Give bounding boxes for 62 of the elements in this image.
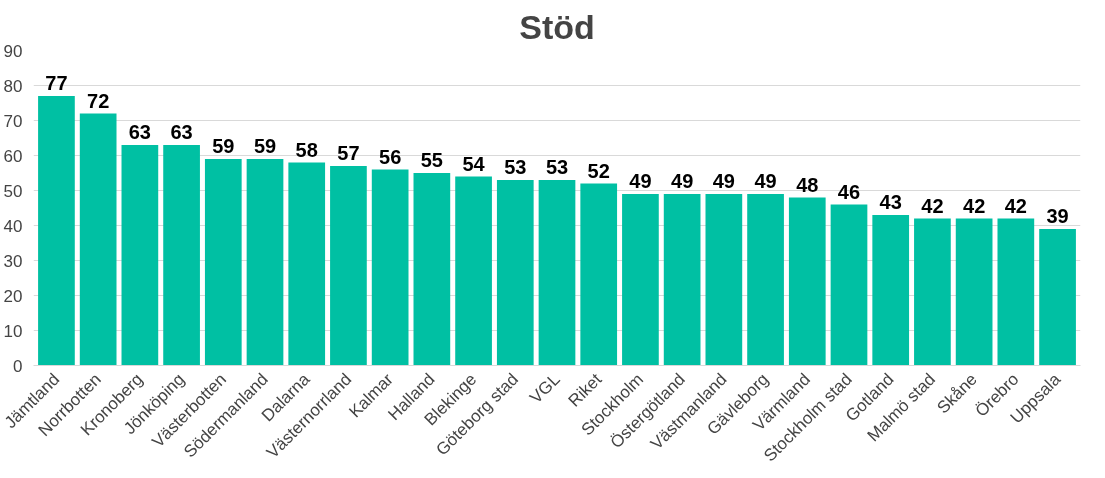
- data-label: 72: [87, 89, 110, 112]
- y-tick-label: 10: [3, 321, 23, 341]
- data-label: 49: [671, 170, 694, 192]
- bar: [455, 176, 492, 366]
- bar: [872, 215, 910, 366]
- data-label: 46: [837, 180, 861, 203]
- data-label: 59: [212, 135, 235, 157]
- bar: [622, 194, 659, 366]
- bar: [246, 159, 284, 366]
- data-label: 42: [1004, 194, 1027, 217]
- data-label: 39: [1046, 205, 1069, 227]
- bar: [204, 159, 242, 366]
- y-tick-label: 90: [3, 41, 23, 61]
- bar: [830, 204, 868, 366]
- bar: [413, 173, 451, 366]
- bar: [705, 194, 743, 366]
- bar: [747, 194, 784, 366]
- bar: [288, 162, 326, 366]
- data-label: 48: [796, 173, 819, 196]
- data-label: 49: [712, 170, 735, 192]
- bar: [1039, 229, 1076, 366]
- y-tick-label: 60: [3, 146, 23, 166]
- bar: [163, 145, 200, 366]
- data-label: 77: [45, 72, 68, 94]
- bar: [371, 169, 409, 366]
- data-label: 57: [337, 142, 360, 164]
- y-tick-label: 30: [3, 251, 23, 271]
- data-label: 43: [879, 191, 902, 213]
- data-label: 55: [420, 149, 443, 171]
- bar: [538, 180, 576, 366]
- bar: [330, 166, 367, 366]
- bar: [496, 180, 534, 366]
- data-label: 53: [504, 156, 527, 178]
- bar: [955, 218, 993, 366]
- y-tick-label: 80: [3, 76, 23, 96]
- data-label: 58: [295, 138, 318, 161]
- bar: [38, 96, 75, 366]
- bar: [788, 197, 826, 366]
- bar: [79, 113, 117, 366]
- data-label: 52: [587, 159, 610, 182]
- y-tick-label: 20: [3, 286, 23, 306]
- y-tick-label: 50: [3, 181, 23, 201]
- data-label: 53: [545, 156, 569, 178]
- bar: [121, 145, 159, 366]
- bar: [663, 194, 701, 366]
- y-tick-label: 40: [3, 216, 23, 236]
- bar: [997, 218, 1035, 366]
- data-label: 63: [170, 121, 193, 143]
- data-label: 49: [629, 170, 652, 192]
- data-label: 59: [253, 135, 277, 157]
- data-label: 49: [754, 170, 777, 192]
- y-tick-label: 0: [13, 356, 23, 376]
- data-label: 42: [963, 194, 986, 217]
- data-label: 56: [379, 145, 402, 168]
- x-tick-label: VGL: [526, 369, 564, 408]
- chart-title: Stöd: [519, 7, 595, 46]
- bar: [580, 183, 618, 366]
- y-tick-label: 70: [3, 111, 23, 131]
- data-label: 54: [462, 152, 486, 175]
- data-label: 42: [921, 194, 944, 217]
- data-label: 63: [128, 121, 151, 143]
- bar: [914, 218, 951, 366]
